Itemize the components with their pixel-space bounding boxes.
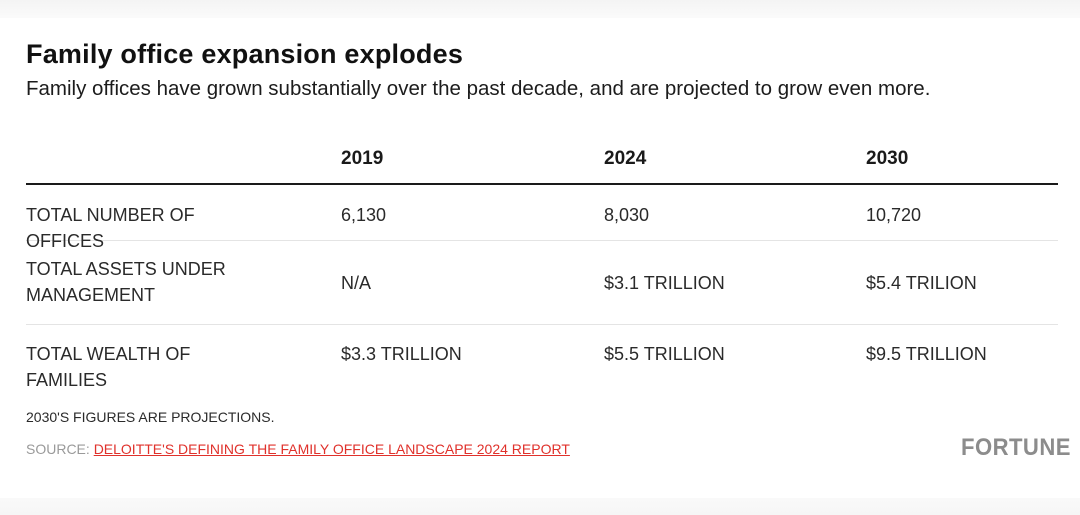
table-cell: 8,030 (604, 205, 650, 225)
source-link[interactable]: DELOITTE'S DEFINING THE FAMILY OFFICE LA… (93, 441, 570, 457)
table-cell: $5.5 TRILLION (604, 344, 725, 364)
table-cell: $3.1 TRILLION (604, 273, 725, 293)
chart-subtitle: Family offices have grown substantially … (26, 77, 931, 100)
source-prefix: SOURCE: (26, 441, 94, 457)
column-header-2030: 2030 (866, 148, 909, 169)
table-cell: 10,720 (866, 205, 922, 225)
table-row: TOTAL ASSETS UNDER MANAGEMENT N/A $3.1 T… (26, 241, 1058, 325)
row-label: TOTAL NUMBER OF OFFICES (26, 205, 195, 251)
table-row: TOTAL NUMBER OF OFFICES 6,130 8,030 10,7… (26, 185, 1058, 251)
table-cell: $9.5 TRILLION (866, 344, 987, 364)
table-cell: N/A (341, 273, 372, 293)
table-header-row: 2019 2024 2030 (26, 140, 1058, 185)
source-line: SOURCE: DELOITTE'S DEFINING THE FAMILY O… (26, 440, 570, 458)
row-label: TOTAL ASSETS UNDER MANAGEMENT (26, 259, 226, 305)
chart-title: Family office expansion explodes (26, 39, 464, 69)
table-row: TOTAL WEALTH OF FAMILIES $3.3 TRILLION $… (26, 325, 1058, 390)
column-header-2019: 2019 (341, 148, 384, 169)
table-cell: $5.4 TRILION (866, 273, 977, 293)
chart-card (0, 18, 1080, 498)
row-label: TOTAL WEALTH OF FAMILIES (26, 344, 191, 390)
fortune-logo: FORTUNE (961, 434, 1071, 461)
projection-footnote: 2030'S FIGURES ARE PROJECTIONS. (26, 409, 275, 425)
table-cell: 6,130 (341, 205, 387, 225)
column-header-2024: 2024 (604, 148, 647, 169)
data-table: 2019 2024 2030 TOTAL NUMBER OF OFFICES 6… (26, 140, 1058, 390)
table-cell: $3.3 TRILLION (341, 344, 462, 364)
